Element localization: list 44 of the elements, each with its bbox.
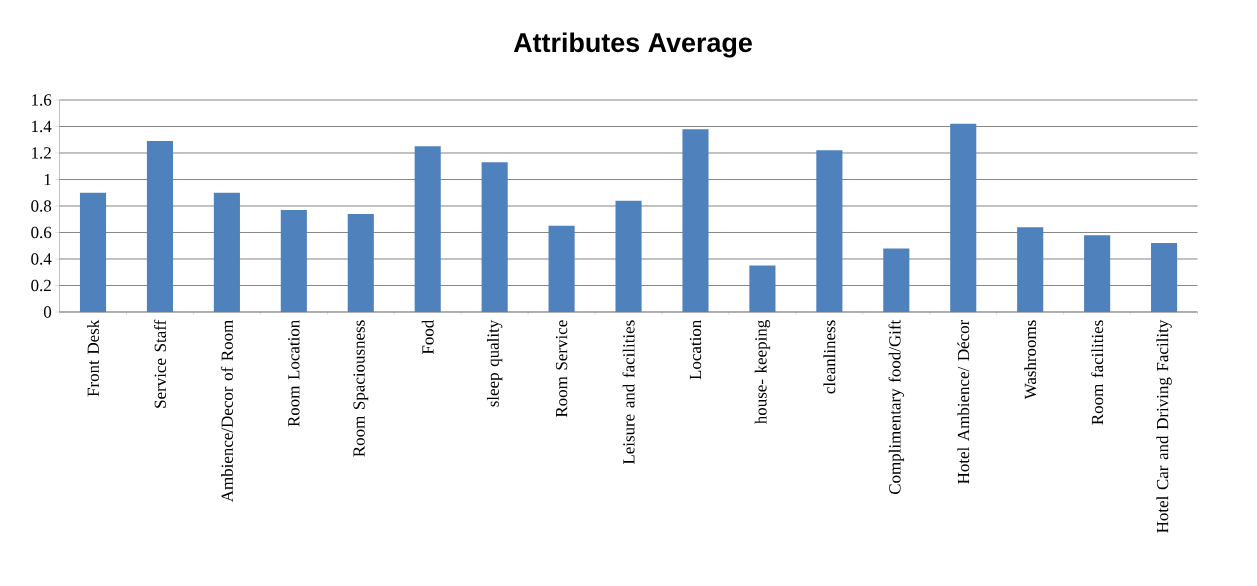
bar bbox=[749, 265, 776, 312]
y-tick-label: 0.4 bbox=[31, 253, 52, 265]
y-tick-label: 1.6 bbox=[32, 94, 52, 106]
y-tick-label: 1.4 bbox=[32, 120, 52, 133]
bar bbox=[950, 123, 977, 312]
x-tick-label: Room Service bbox=[555, 320, 568, 418]
bar bbox=[682, 129, 709, 312]
x-tick-label: Leisure and facilities bbox=[622, 320, 635, 465]
x-tick-label: Washrooms bbox=[1024, 320, 1037, 400]
x-tick-label: Ambience/Decor of Room bbox=[220, 320, 233, 503]
bar bbox=[1084, 235, 1111, 312]
bar bbox=[1151, 243, 1178, 312]
bar bbox=[347, 213, 374, 312]
bar bbox=[79, 192, 107, 312]
y-tick-label: 0.2 bbox=[31, 279, 51, 292]
x-tick-label: Location bbox=[689, 320, 702, 380]
bar bbox=[481, 162, 508, 312]
y-tick-label: 0 bbox=[43, 306, 52, 318]
x-tick-label: Front Desk bbox=[87, 319, 99, 397]
y-tick-label: 1.2 bbox=[32, 147, 51, 159]
bar bbox=[414, 146, 441, 312]
x-tick-label: Room facilities bbox=[1091, 320, 1104, 425]
x-tick-label: Complimentary food/Gift bbox=[888, 319, 905, 495]
chart-title: Attributes Average bbox=[513, 32, 752, 58]
x-tick-label: Hotel Ambience/ Décor bbox=[957, 319, 970, 484]
bar bbox=[213, 192, 240, 312]
bar bbox=[548, 225, 575, 312]
bar bbox=[1017, 227, 1044, 312]
bar bbox=[816, 150, 843, 312]
y-tick-label: 0.6 bbox=[31, 226, 52, 239]
bar bbox=[615, 200, 642, 312]
bar bbox=[146, 141, 174, 312]
x-tick-label: Room Location bbox=[288, 320, 300, 427]
x-tick-label: Food bbox=[421, 319, 434, 355]
x-tick-label: cleanliness bbox=[823, 320, 836, 394]
bar bbox=[883, 248, 910, 312]
x-tick-label: house- keeping bbox=[754, 320, 771, 424]
x-tick-label: Room Spaciousness bbox=[353, 320, 369, 457]
x-tick-label: Service Staff bbox=[153, 319, 166, 408]
bar bbox=[280, 209, 307, 312]
y-tick-label: 0.8 bbox=[31, 200, 52, 212]
x-tick-label: sleep quality bbox=[486, 319, 503, 407]
x-tick-label: Hotel Car and Driving Facility bbox=[1156, 319, 1172, 533]
y-tick-label: 1 bbox=[44, 173, 51, 186]
